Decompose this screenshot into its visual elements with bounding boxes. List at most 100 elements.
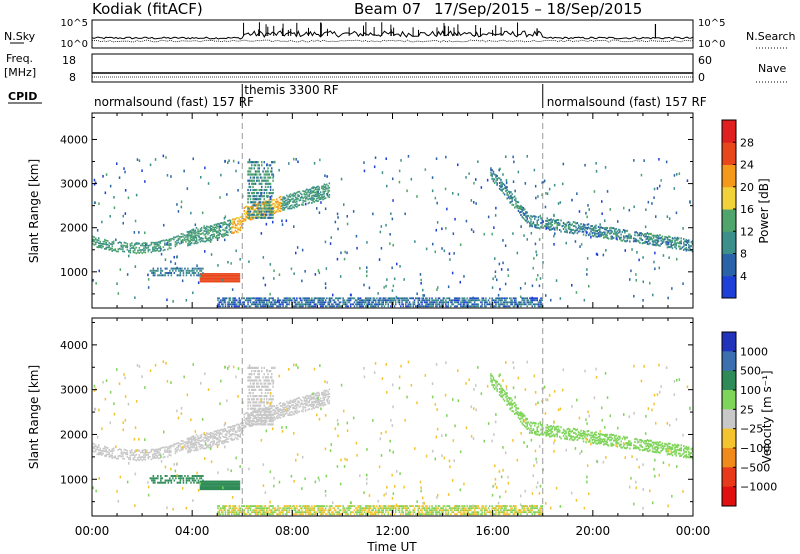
velocity-cell [306,398,308,401]
power-cell [331,305,333,308]
velocity-cell [217,482,220,484]
power-cell [266,195,269,198]
power-cell [347,297,349,300]
power-cell [258,202,260,205]
power-cell [609,229,611,232]
power-cell [313,186,316,189]
power-cell [317,269,320,272]
velocity-cell [185,441,187,444]
power-cell [526,238,528,241]
power-cell [344,303,347,306]
velocity-cell [213,480,216,483]
power-cell [252,207,254,209]
power-cell [416,297,418,300]
power-cell [344,305,347,308]
power-cell [337,305,339,308]
velocity-cell [307,397,309,399]
power-cell [494,270,497,274]
velocity-cell [261,388,263,391]
velocity-cell [158,454,160,456]
power-cell [195,237,198,239]
power-cell [324,174,326,177]
power-cell [324,299,327,302]
power-cell [604,227,606,230]
power-cell [499,167,501,171]
velocity-cell [248,415,250,418]
velocity-cell [293,401,296,403]
power-cell [192,239,194,242]
velocity-cell [225,488,228,491]
velocity-cell [192,446,194,449]
power-cell [652,240,654,244]
power-cell [188,234,190,237]
power-cell [371,303,373,306]
power-cell [109,184,112,188]
velocity-cell [256,398,258,401]
power-cell [301,203,303,206]
power-cell [392,243,394,247]
power-cell [95,241,97,244]
velocity-cell [276,416,278,419]
power-cell [382,299,384,302]
power-cell [507,268,509,271]
power-cell [595,162,597,165]
power-cell [637,239,640,242]
power-cell [536,253,538,257]
power-cell [441,299,443,302]
velocity-cell [264,385,267,388]
power-cell [601,227,604,229]
velocity-cell [288,414,291,416]
power-cell [226,223,228,226]
power-cell [138,247,141,249]
power-cell [526,301,528,304]
power-cell [284,197,287,200]
velocity-cell [276,415,278,418]
power-cell [293,201,296,203]
power-cell [500,299,502,302]
power-cell [508,192,511,195]
power-cell [262,303,264,306]
velocity-cell [224,439,227,441]
power-cell [337,303,339,306]
power-cell [664,235,666,238]
velocity-cell [230,485,233,487]
power-cell [483,305,486,308]
power-cell [204,230,207,233]
velocity-cell [207,437,209,440]
power-cell [398,180,401,184]
power-cell [669,246,671,249]
power-cell [460,301,462,304]
power-cell [262,256,265,259]
velocity-cell [207,444,209,447]
power-cell [387,303,389,306]
velocity-cell [108,455,110,458]
velocity-cell [302,403,304,406]
power-cell [166,174,169,177]
power-cell [562,222,565,224]
power-cell [272,188,274,192]
power-cell [229,277,232,280]
velocity-cell [222,488,225,491]
power-cell [205,225,208,228]
power-cell [135,246,138,249]
velocity-cell [323,394,326,397]
power-cell [651,238,654,241]
power-cell [209,276,212,278]
power-cell [644,240,646,243]
power-cell [482,297,485,300]
velocity-cell [200,488,203,491]
power-cell [256,301,258,304]
power-cell [254,173,257,176]
power-cell [304,270,306,273]
power-cell [261,212,263,215]
power-cell [194,229,197,232]
velocity-cell [204,486,207,489]
power-cell [515,297,517,300]
power-cell [192,231,195,234]
velocity-cell [217,483,220,486]
power-cell [113,249,115,251]
power-cell [505,305,507,308]
velocity-cell [199,485,202,487]
velocity-cell [218,483,221,486]
power-cell [312,194,314,197]
